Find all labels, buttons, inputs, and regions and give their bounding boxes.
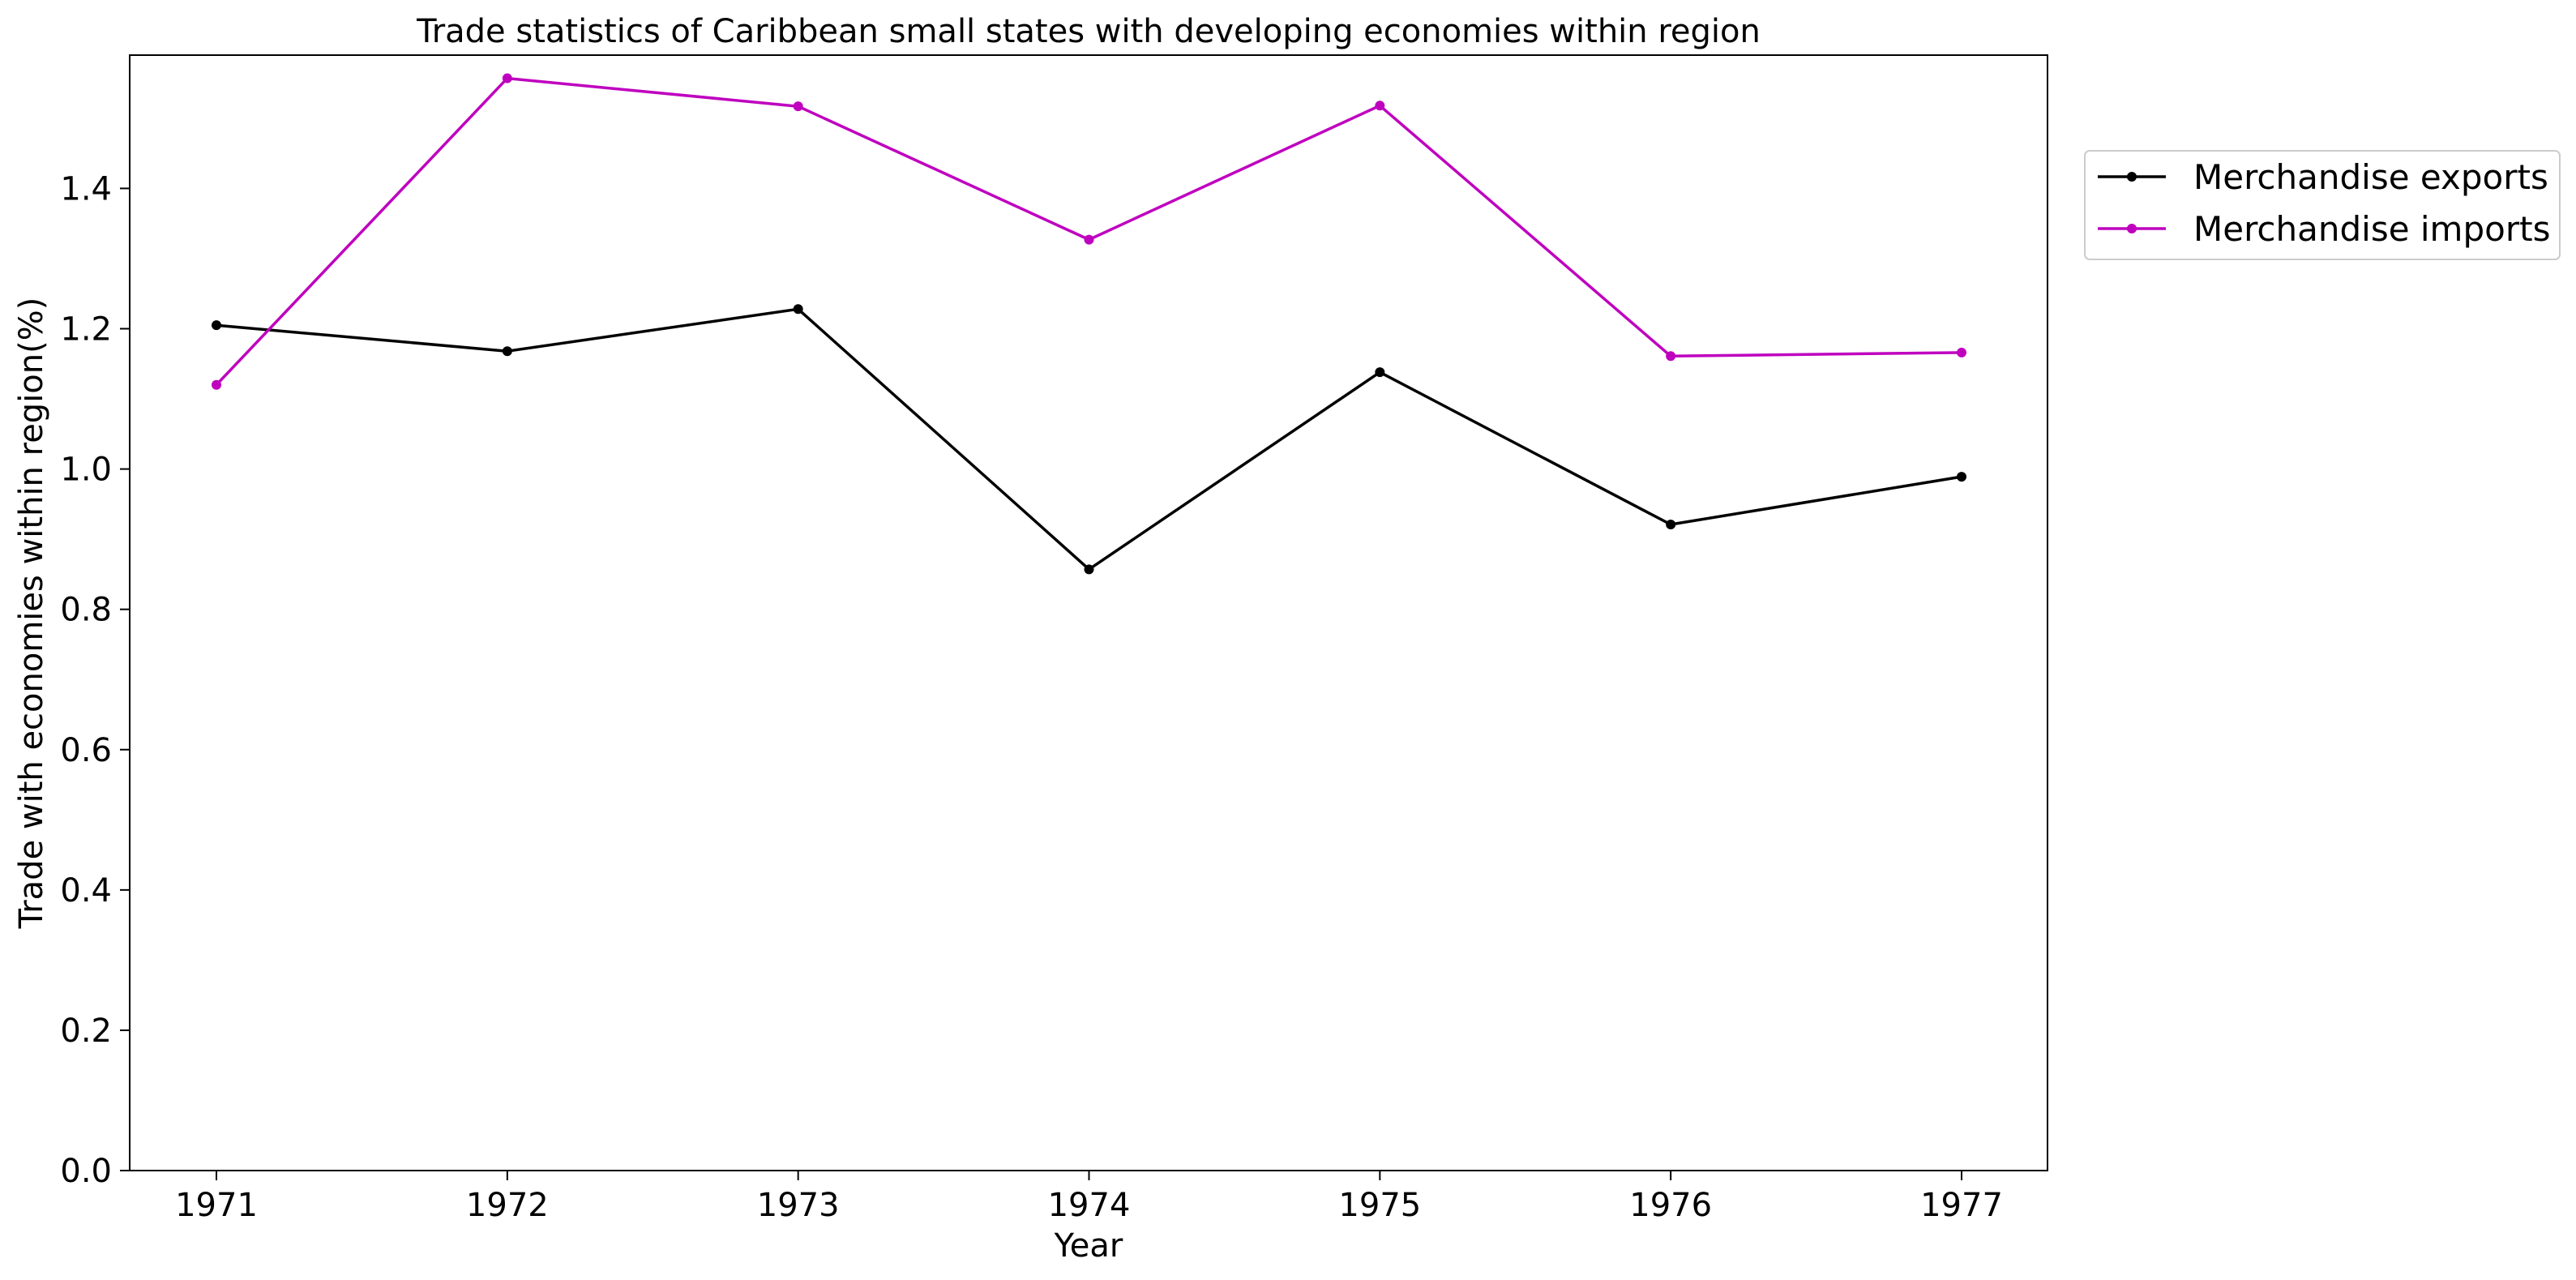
x-tick-label: 1976 <box>1629 1187 1712 1224</box>
legend-frame <box>2084 150 2561 260</box>
x-tick-label: 1972 <box>466 1187 549 1224</box>
x-axis-label: Year <box>1054 1227 1123 1265</box>
data-point-exports <box>1375 367 1385 378</box>
x-tick-label: 1973 <box>757 1187 840 1224</box>
data-point-imports <box>1666 351 1676 362</box>
x-tick-label: 1974 <box>1048 1187 1131 1224</box>
y-tick-label: 1.4 <box>60 170 112 208</box>
axis-ticks: 1971 1972 1973 1974 1975 1976 1977 0.0 0.2 0.4 0.6… <box>60 170 2003 1224</box>
y-tick-label: 0.2 <box>60 1012 112 1050</box>
y-tick-label: 1.0 <box>60 452 112 489</box>
data-point-exports <box>793 304 803 315</box>
data-point-imports <box>212 379 221 390</box>
x-tick-label: 1971 <box>175 1187 258 1224</box>
chart-title: Trade statistics of Caribbean small stat… <box>416 13 1761 50</box>
plot-area-frame <box>129 54 2048 1171</box>
data-point-exports <box>1957 472 1966 482</box>
data-point-exports <box>212 320 221 331</box>
legend-item-exports: Merchandise exports <box>2098 157 2548 197</box>
data-point-imports <box>793 101 803 112</box>
legend-label-imports: Merchandise imports <box>2193 209 2550 249</box>
data-point-imports <box>502 73 512 83</box>
data-point-imports <box>1084 234 1094 245</box>
x-tick-label: 1977 <box>1920 1187 2003 1224</box>
data-point-imports <box>1957 347 1966 357</box>
data-point-imports <box>1375 101 1385 111</box>
legend-marker-imports <box>2127 224 2137 233</box>
data-point-exports <box>1084 564 1094 575</box>
y-tick-label: 0.8 <box>60 592 112 629</box>
y-tick-label: 0.6 <box>60 732 112 769</box>
data-point-exports <box>502 346 512 357</box>
y-tick-label: 1.2 <box>60 311 112 349</box>
legend-label-exports: Merchandise exports <box>2193 157 2548 197</box>
legend: Merchandise exports Merchandise imports <box>2084 150 2561 260</box>
x-tick-label: 1975 <box>1338 1187 1421 1224</box>
y-tick-label: 0.0 <box>60 1153 112 1190</box>
series-lines <box>212 73 1966 575</box>
legend-item-imports: Merchandise imports <box>2098 209 2550 249</box>
legend-marker-exports <box>2127 172 2137 182</box>
y-axis-label: Trade with economies within region(%) <box>13 298 50 930</box>
data-point-exports <box>1666 519 1676 529</box>
y-tick-label: 0.4 <box>60 872 112 910</box>
